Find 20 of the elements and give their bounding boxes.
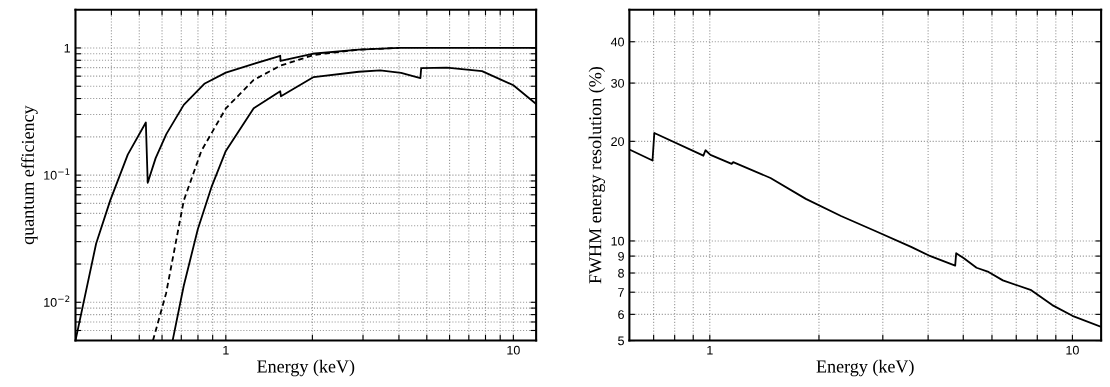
y-axis-title: quantum efficiency bbox=[21, 105, 38, 245]
x-tick-label: 10 bbox=[507, 345, 520, 355]
y-tick-label: 7 bbox=[618, 288, 624, 297]
y-tick-label: 5 bbox=[618, 336, 624, 346]
y-tick-label: 6 bbox=[618, 310, 624, 320]
x-tick-label: 1 bbox=[223, 345, 229, 355]
x-axis-title: Energy (keV) bbox=[816, 359, 914, 377]
x-tick-label: 10 bbox=[1066, 345, 1079, 355]
y-tick-label: 10 bbox=[611, 236, 625, 246]
y-tick-label: 1 bbox=[64, 43, 71, 53]
y-tick-label: 30 bbox=[611, 78, 625, 88]
y-tick-label: 40 bbox=[610, 37, 625, 47]
x-axis-title: Energy (keV) bbox=[257, 359, 355, 377]
y-tick-label: 20 bbox=[611, 137, 625, 146]
y-tick-label: 10$^{−2}$ bbox=[44, 295, 70, 307]
y-tick-label: 8 bbox=[618, 268, 624, 278]
y-tick-label: 10$^{−1}$ bbox=[44, 168, 70, 180]
x-tick-label: 1 bbox=[707, 345, 713, 355]
y-tick-label: 9 bbox=[618, 251, 624, 261]
y-axis-title: FWHM energy resolution (%) bbox=[588, 67, 606, 284]
